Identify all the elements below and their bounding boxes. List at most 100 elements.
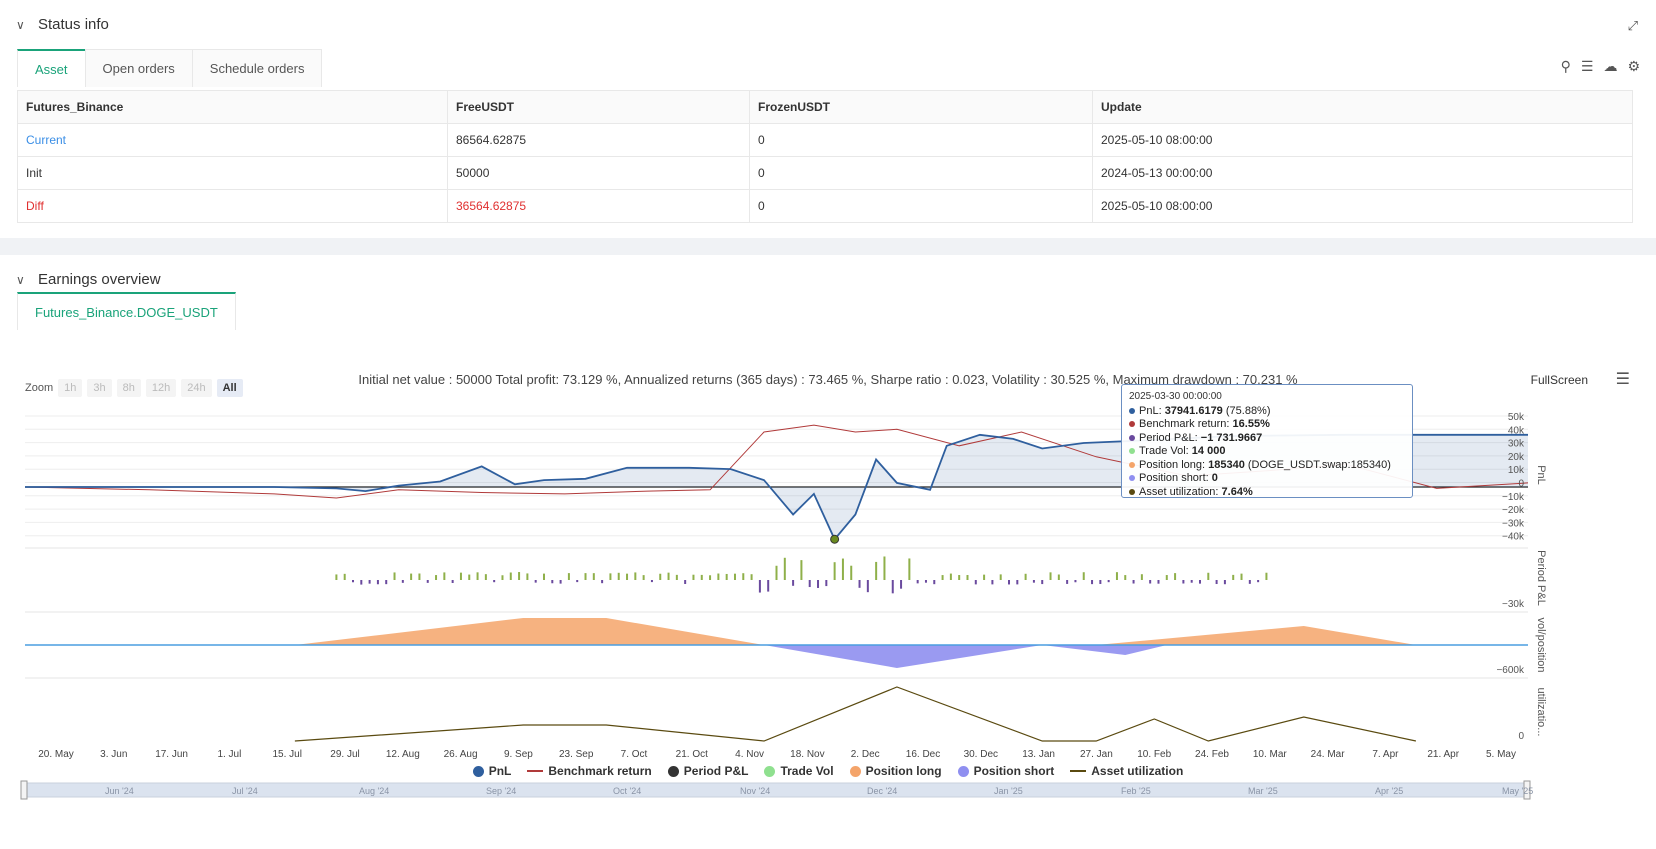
gear-icon[interactable]: ⚙: [1627, 58, 1640, 74]
period-bar: [1082, 572, 1085, 580]
x-tick-label: 23. Sep: [559, 749, 594, 760]
period-bar: [924, 580, 927, 583]
tooltip-value: 0: [1211, 472, 1218, 484]
navigator-tick-label: Jul '24: [232, 786, 258, 796]
period-bar: [817, 580, 820, 588]
pnl-line: [25, 433, 1528, 541]
zoom-12h[interactable]: 12h: [145, 379, 177, 397]
x-tick-label: 27. Jan: [1080, 749, 1113, 760]
navigator-tick-label: Jan '25: [994, 786, 1023, 796]
row-label-current[interactable]: Current: [17, 123, 448, 157]
position-long-area: [294, 618, 765, 645]
legend-benchmark[interactable]: Benchmark return: [527, 764, 652, 778]
position-short-area: [1042, 645, 1167, 655]
x-tick-label: 1. Jul: [217, 749, 241, 760]
chart-tooltip: 2025-03-30 00:00:00 PnL: 37941.6179 (75.…: [1121, 384, 1413, 498]
period-bar: [617, 572, 620, 580]
period-bar: [1140, 574, 1143, 580]
list-icon[interactable]: ☰: [1580, 58, 1594, 74]
tab-asset[interactable]: Asset: [17, 49, 86, 87]
period-bar: [352, 580, 355, 583]
row-label-diff: Diff: [17, 189, 448, 223]
period-bar: [509, 572, 512, 580]
tooltip-bench: Benchmark return: 16.55%: [1129, 418, 1405, 432]
period-bar: [1223, 580, 1226, 585]
tab-open-orders[interactable]: Open orders: [84, 49, 193, 87]
tooltip-value: −1 731.9667: [1200, 431, 1263, 444]
fullscreen-button[interactable]: FullScreen: [1530, 373, 1588, 387]
cloud-download-icon[interactable]: ☁: [1603, 58, 1618, 74]
period-bar: [850, 565, 853, 580]
tooltip-value: 7.64%: [1221, 485, 1253, 498]
period-bar: [1008, 580, 1011, 585]
panel-axis-label: utilizatio...: [1535, 688, 1547, 737]
period-bar: [767, 580, 770, 592]
x-tick-label: 17. Jun: [155, 749, 188, 760]
period-bar: [758, 580, 761, 593]
zoom-1h[interactable]: 1h: [58, 379, 83, 397]
period-bar: [360, 580, 363, 585]
earnings-title: Earnings overview: [38, 271, 161, 288]
legend-label: Position short: [973, 764, 1055, 778]
zoom-8h[interactable]: 8h: [116, 379, 141, 397]
period-bar: [667, 572, 670, 580]
period-bar: [1165, 575, 1168, 580]
navigator-handle-right: [1523, 780, 1531, 800]
period-bar: [435, 575, 438, 580]
zoom-3h[interactable]: 3h: [87, 379, 112, 397]
search-icon[interactable]: ⚲: [1560, 58, 1571, 74]
expand-icon[interactable]: ⤢: [1627, 18, 1638, 33]
legend-long[interactable]: Position long: [849, 764, 942, 778]
x-tick-label: 16. Dec: [906, 749, 940, 760]
menu-icon[interactable]: ☰: [1615, 371, 1630, 388]
x-tick-label: 15. Jul: [272, 749, 301, 760]
period-bar: [650, 580, 653, 583]
legend-pnl[interactable]: PnL: [472, 764, 511, 778]
legend-trade-vol[interactable]: Trade Vol: [764, 764, 834, 778]
period-dot-icon: [1129, 434, 1135, 441]
earnings-header[interactable]: ∨ Earnings overview: [16, 271, 161, 288]
navigator-tick-label: Jun '24: [105, 786, 134, 796]
util-legend-icon: [1070, 770, 1087, 772]
chevron-down-icon[interactable]: ∨: [16, 17, 25, 32]
period-bar: [750, 574, 753, 580]
legend-period[interactable]: Period P&L: [667, 764, 748, 778]
x-tick-label: 21. Oct: [676, 749, 708, 760]
status-header[interactable]: ∨ Status info: [16, 16, 109, 33]
tab-schedule-orders[interactable]: Schedule orders: [191, 49, 323, 87]
legend-short[interactable]: Position short: [957, 764, 1055, 778]
chevron-down-icon[interactable]: ∨: [16, 272, 25, 287]
y-tick-label: −40k: [1502, 532, 1525, 543]
period-bar: [451, 580, 454, 583]
period-bar: [1157, 580, 1160, 584]
short-legend-icon: [957, 765, 969, 777]
navigator-tick-label: Dec '24: [867, 786, 897, 796]
period-bar: [875, 561, 878, 580]
legend-label: Position long: [865, 764, 942, 778]
zoom-all[interactable]: All: [216, 379, 243, 397]
tooltip-extra: (DOGE_USDT.swap:185340): [1244, 458, 1391, 471]
legend-util[interactable]: Asset utilization: [1070, 764, 1183, 778]
period-bar: [792, 580, 795, 586]
period-bar: [484, 574, 487, 580]
period-bar: [426, 580, 429, 583]
period-bar: [991, 580, 994, 585]
period-bar: [418, 573, 421, 580]
zoom-24h[interactable]: 24h: [181, 379, 212, 397]
period-bar: [1198, 580, 1201, 584]
util-dot-icon: [1129, 488, 1135, 495]
short-dot-icon: [1129, 475, 1135, 482]
vol-dot-icon: [1129, 448, 1135, 455]
period-bar: [916, 580, 919, 584]
period-bar: [592, 573, 595, 580]
tooltip-label: Position long:: [1139, 458, 1209, 471]
asset-table: Futures_Binance FreeUSDT FrozenUSDT Upda…: [17, 90, 1633, 223]
y-tick-label: 0: [1518, 479, 1524, 490]
panel-axis-label: vol/position: [1535, 617, 1547, 672]
legend-label: Asset utilization: [1091, 764, 1184, 778]
period-bar: [1057, 574, 1060, 580]
period-bar: [725, 573, 728, 580]
period-bar: [733, 573, 736, 580]
tab-doge-usdt[interactable]: Futures_Binance.DOGE_USDT: [17, 292, 236, 330]
period-bar: [808, 580, 811, 588]
